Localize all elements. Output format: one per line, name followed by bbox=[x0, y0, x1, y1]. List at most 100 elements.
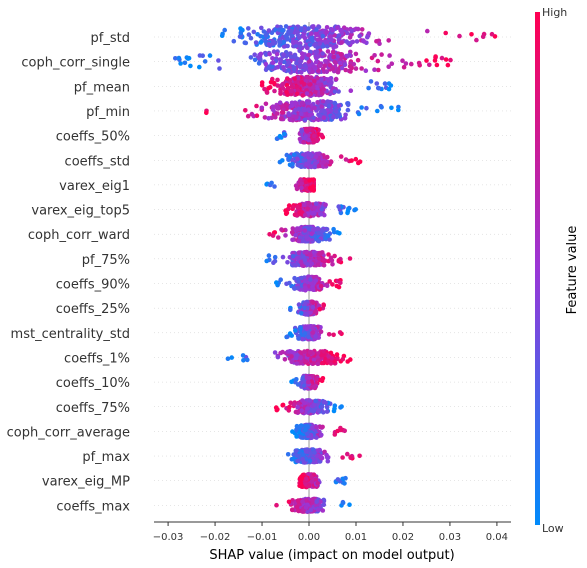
feature-label: varex_eig_top5 bbox=[31, 204, 130, 219]
shap-dot bbox=[357, 33, 363, 39]
shap-dot bbox=[285, 260, 290, 265]
colorbar-title: Feature value bbox=[565, 226, 580, 315]
shap-dot bbox=[375, 58, 381, 64]
shap-dot bbox=[310, 300, 316, 305]
shap-dot bbox=[281, 44, 287, 49]
shap-dot bbox=[312, 42, 318, 47]
shap-dot bbox=[292, 65, 297, 71]
shap-dot bbox=[361, 39, 367, 44]
shap-dot bbox=[329, 37, 334, 43]
shap-dot bbox=[312, 450, 317, 455]
shap-dot bbox=[329, 355, 335, 361]
shap-dot bbox=[299, 275, 304, 281]
feature-label: pf_min bbox=[86, 105, 130, 120]
shap-dot bbox=[347, 256, 353, 261]
shap-dot bbox=[344, 39, 349, 44]
shap-dot bbox=[202, 59, 208, 64]
shap-dot bbox=[334, 352, 340, 357]
shap-dot bbox=[304, 75, 310, 80]
shap-dot bbox=[321, 115, 327, 120]
shap-dot bbox=[216, 58, 221, 63]
shap-dot bbox=[313, 154, 319, 159]
shap-dot bbox=[289, 359, 295, 365]
shap-dot bbox=[259, 105, 265, 111]
shap-dot bbox=[324, 25, 330, 30]
shap-dot bbox=[344, 30, 350, 36]
shap-dot bbox=[314, 49, 320, 54]
shap-dot bbox=[303, 301, 308, 307]
shap-dot bbox=[287, 404, 292, 410]
shap-dot bbox=[299, 111, 304, 117]
shap-dot bbox=[401, 64, 407, 70]
shap-dot bbox=[319, 404, 325, 409]
shap-dot bbox=[295, 204, 300, 210]
shap-dot bbox=[311, 384, 317, 390]
shap-dot bbox=[298, 355, 303, 360]
shap-dot bbox=[300, 499, 305, 505]
shap-dot bbox=[331, 229, 337, 235]
shap-dot bbox=[298, 260, 304, 265]
shap-dot bbox=[376, 67, 381, 73]
shap-dot bbox=[294, 427, 299, 433]
shap-dot bbox=[348, 69, 353, 74]
shap-dot bbox=[299, 181, 305, 187]
shap-dot bbox=[389, 105, 394, 111]
shap-dot bbox=[310, 330, 316, 335]
x-tick-label: 0.02 bbox=[392, 532, 414, 543]
shap-dot bbox=[253, 40, 259, 45]
shap-dot bbox=[275, 354, 281, 360]
shap-dot bbox=[336, 103, 342, 108]
shap-dot bbox=[240, 353, 246, 358]
shap-dot bbox=[310, 497, 315, 502]
shap-dot bbox=[332, 406, 337, 411]
shap-dot bbox=[335, 477, 341, 482]
shap-dot bbox=[303, 179, 309, 184]
shap-dot bbox=[182, 60, 188, 66]
x-tick-label: 0.03 bbox=[439, 532, 461, 543]
shap-dot bbox=[469, 32, 474, 37]
shap-dot bbox=[311, 210, 317, 215]
shap-dot bbox=[314, 435, 319, 440]
shap-dot bbox=[299, 408, 305, 413]
shap-dot bbox=[311, 133, 317, 139]
shap-dot bbox=[338, 52, 344, 57]
shap-dot bbox=[298, 482, 304, 488]
shap-dot bbox=[328, 255, 334, 261]
shap-dot bbox=[314, 84, 320, 90]
shap-dot bbox=[296, 458, 301, 464]
shap-dot bbox=[425, 28, 430, 34]
shap-dot bbox=[315, 37, 321, 42]
shap-dot bbox=[283, 233, 288, 238]
shap-dot bbox=[325, 458, 331, 464]
shap-dot bbox=[353, 207, 359, 212]
shap-dot bbox=[365, 34, 370, 40]
shap-dot bbox=[302, 107, 308, 113]
shap-dot bbox=[304, 476, 309, 481]
shap-dot bbox=[301, 33, 306, 39]
shap-dot bbox=[278, 58, 284, 63]
shap-dot bbox=[207, 53, 213, 58]
shap-dot bbox=[316, 24, 322, 30]
shap-dot bbox=[347, 52, 352, 58]
shap-dot bbox=[432, 58, 438, 63]
shap-dot bbox=[349, 158, 354, 163]
shap-dot bbox=[433, 54, 438, 59]
shap-dot bbox=[349, 28, 354, 34]
shap-dot bbox=[316, 408, 322, 413]
shap-dot bbox=[337, 231, 342, 236]
shap-dot bbox=[298, 326, 303, 332]
shap-dot bbox=[287, 331, 293, 336]
shap-dot bbox=[286, 31, 292, 36]
shap-dot bbox=[281, 52, 286, 57]
shap-dot bbox=[331, 114, 336, 120]
shap-dot bbox=[323, 80, 328, 86]
shap-dot bbox=[309, 479, 315, 484]
shap-dot bbox=[337, 330, 343, 335]
shap-dot bbox=[294, 453, 299, 458]
shap-dot bbox=[296, 336, 301, 341]
shap-dot bbox=[299, 55, 305, 60]
shap-dot bbox=[324, 283, 330, 289]
shap-dot bbox=[310, 287, 316, 292]
shap-dot bbox=[245, 357, 250, 363]
shap-dot bbox=[246, 32, 252, 37]
